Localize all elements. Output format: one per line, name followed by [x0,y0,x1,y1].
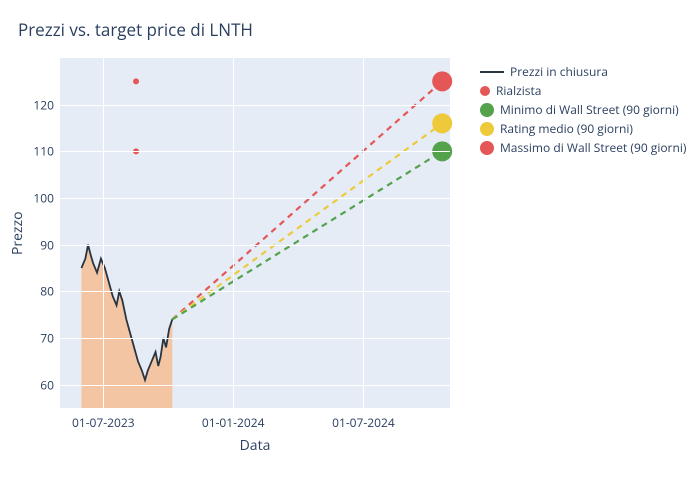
y-tick-label: 100 [33,190,60,207]
x-axis-label: Data [60,436,450,455]
target-dash-max [172,81,442,319]
y-tick-label: 60 [40,376,60,393]
x-tick-label: 01-01-2024 [202,408,265,431]
gridline-v [233,58,234,408]
legend-line-swatch [480,71,504,73]
legend-dot-big-swatch [480,103,494,117]
legend-label: Massimo di Wall Street (90 giorni) [500,139,686,156]
gridline-h [60,291,450,292]
legend-item[interactable]: Minimo di Wall Street (90 giorni) [480,100,686,119]
target-marker-max [432,71,452,91]
gridline-h [60,151,450,152]
gridline-v [103,58,104,408]
x-tick-label: 01-07-2024 [332,408,395,431]
target-dash-mid [172,123,442,319]
gridline-h [60,198,450,199]
legend-label: Rating medio (90 giorni) [500,120,633,137]
x-tick-label: 01-07-2023 [72,408,135,431]
legend-dot-swatch [480,86,490,96]
legend-label: Prezzi in chiusura [510,63,608,80]
legend-dot-big-swatch [480,122,494,136]
y-tick-label: 80 [40,283,60,300]
chart-title: Prezzi vs. target price di LNTH [18,18,253,41]
legend-item[interactable]: Massimo di Wall Street (90 giorni) [480,138,686,157]
y-axis-label: Prezzo [8,58,27,408]
legend-item[interactable]: Prezzi in chiusura [480,62,686,81]
gridline-h [60,338,450,339]
chart-container: Prezzi vs. target price di LNTH Prezzo D… [0,0,700,500]
legend-dot-big-swatch [480,141,494,155]
legend-item[interactable]: Rating medio (90 giorni) [480,119,686,138]
chart-svg [60,58,450,408]
y-tick-label: 110 [33,143,60,160]
legend-item[interactable]: Rialzista [480,81,686,100]
target-dash-min [172,151,442,319]
legend-label: Minimo di Wall Street (90 giorni) [500,101,679,118]
y-tick-label: 90 [40,236,60,253]
y-tick-label: 120 [33,96,60,113]
y-tick-label: 70 [40,330,60,347]
target-marker-mid [432,113,452,133]
plot-area: 6070809010011012001-07-202301-01-202401-… [60,58,450,408]
gridline-h [60,385,450,386]
gridline-v [363,58,364,408]
legend: Prezzi in chiusura Rialzista Minimo di Wal… [480,62,686,157]
gridline-h [60,105,450,106]
rialzista-point [133,78,139,84]
gridline-h [60,245,450,246]
legend-label: Rialzista [496,82,541,99]
